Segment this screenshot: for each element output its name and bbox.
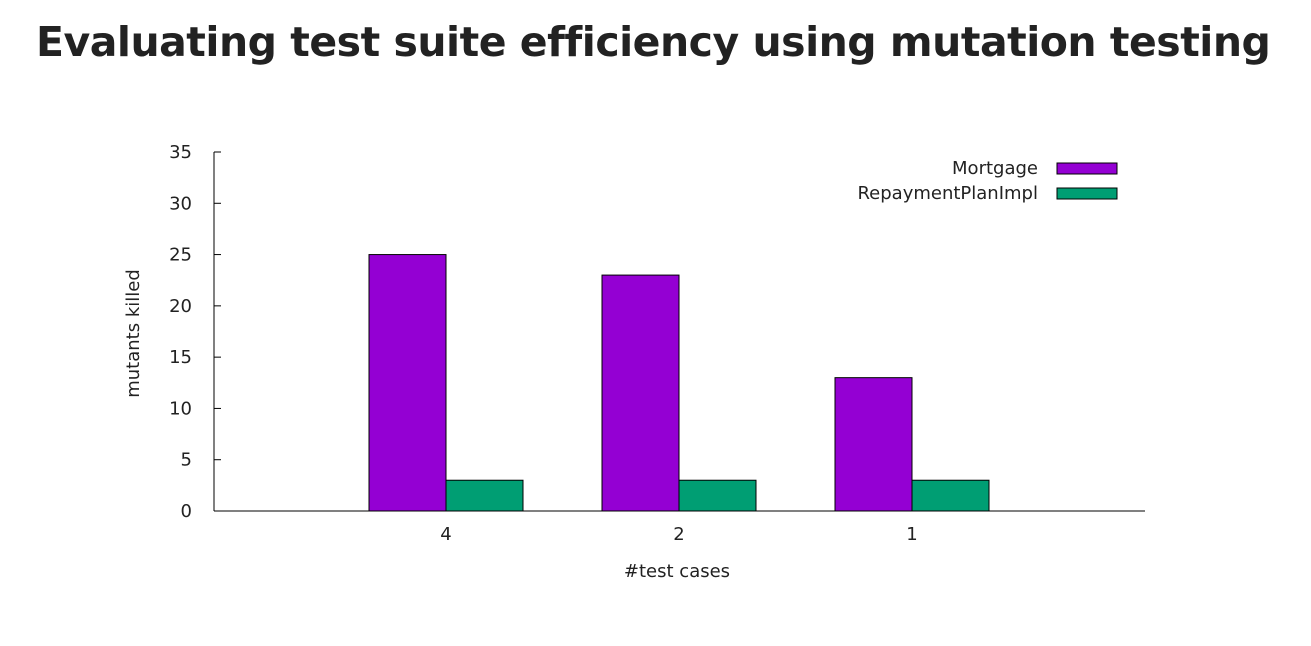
x-tick-label: 1 — [906, 524, 917, 545]
legend-swatch — [1056, 162, 1118, 175]
y-tick-label: 20 — [169, 296, 192, 317]
bar-mortgage-2 — [601, 274, 680, 512]
legend-swatch — [1056, 187, 1118, 200]
bar-mortgage-4 — [368, 254, 447, 512]
legend-label: RepaymentPlanImpl — [857, 183, 1038, 204]
y-tick-label: 25 — [169, 245, 192, 266]
y-tick-label: 15 — [169, 347, 192, 368]
y-tick-label: 10 — [169, 398, 192, 419]
y-tick-label: 0 — [181, 501, 192, 522]
legend: Mortgage RepaymentPlanImpl — [857, 158, 1118, 204]
bars-group — [368, 254, 990, 512]
bar-repaymentplanimpl-2 — [678, 479, 757, 512]
slide-title: Evaluating test suite efficiency using m… — [36, 18, 1271, 66]
y-tick-label: 5 — [181, 450, 192, 471]
y-tick-label: 35 — [169, 142, 192, 163]
x-ticks-group: 4 2 1 — [440, 504, 918, 545]
bar-repaymentplanimpl-4 — [445, 479, 524, 512]
bar-mortgage-1 — [834, 377, 913, 512]
y-axis-label: mutants killed — [123, 269, 144, 398]
legend-label: Mortgage — [952, 158, 1038, 179]
bar-repaymentplanimpl-1 — [911, 479, 990, 512]
x-tick-label: 2 — [673, 524, 684, 545]
y-tick-label: 30 — [169, 193, 192, 214]
x-axis-label: #test cases — [624, 561, 730, 582]
x-tick-label: 4 — [440, 524, 451, 545]
y-ticks-group: 0 5 10 15 20 25 30 35 — [169, 142, 221, 522]
